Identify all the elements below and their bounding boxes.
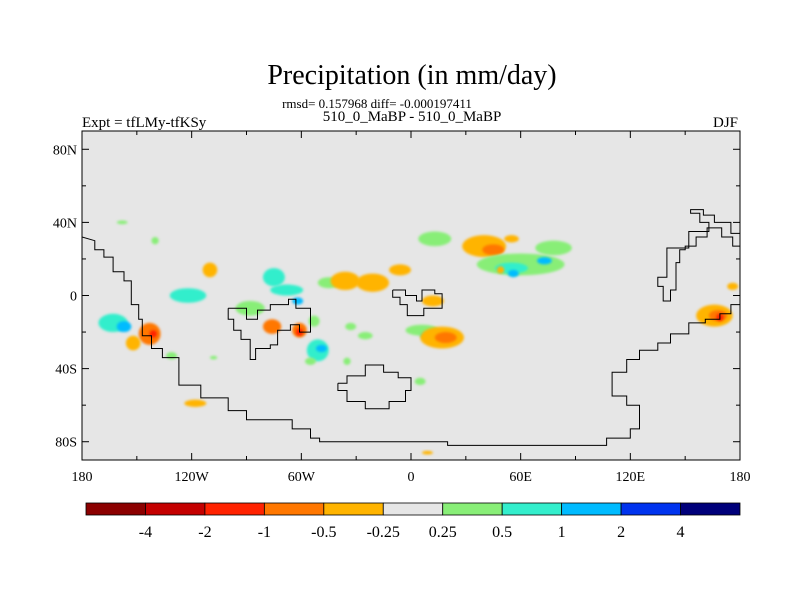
colorbar-label: -0.25: [367, 524, 400, 541]
y-tick-label: 0: [70, 290, 77, 305]
anomaly-patch: [504, 235, 519, 243]
y-axis: 80N 40N 0 40S 80S: [53, 143, 740, 451]
anomaly-patch: [343, 357, 351, 365]
x-tick-label: 120W: [175, 470, 210, 485]
anomaly-patch: [345, 322, 357, 331]
anomaly-patch: [389, 264, 411, 276]
chart-title: Precipitation (in mm/day): [267, 60, 556, 91]
colorbar-swatch: [204, 502, 265, 516]
colorbar-swatch: [323, 502, 384, 516]
stats-line: rmsd= 0.157968 diff= -0.000197411: [282, 96, 472, 111]
colorbar-label: 0.5: [492, 524, 512, 541]
anomaly-patch: [262, 319, 282, 334]
colorbar-swatch: [501, 502, 563, 516]
experiment-label: Expt = tfLMy-tfKSy: [82, 115, 207, 131]
anomaly-patch: [292, 297, 304, 305]
colorbar-label: -4: [139, 524, 152, 541]
coastline: [227, 298, 311, 360]
anomaly-patch: [116, 321, 132, 333]
colorbar-swatch: [145, 502, 206, 516]
x-tick-label: 0: [408, 470, 415, 485]
x-tick-label: 60W: [288, 470, 316, 485]
x-tick-label: 120E: [616, 470, 646, 485]
anomaly-patch: [421, 450, 433, 455]
anomaly-patch: [414, 377, 426, 386]
anomaly-patch: [421, 295, 444, 307]
colorbar-swatch: [561, 502, 622, 516]
anomaly-field: [98, 220, 739, 455]
anomaly-patch: [138, 322, 161, 345]
anomaly-patch: [166, 352, 178, 360]
anomaly-patch: [535, 240, 572, 256]
anomaly-patch: [356, 273, 390, 292]
colorbar-label: 0.25: [429, 524, 457, 541]
anomaly-patch: [330, 271, 360, 291]
colorbar-label: 1: [558, 524, 566, 541]
anomaly-patch: [209, 355, 218, 360]
coastline: [82, 236, 740, 446]
anomaly-patch: [434, 332, 457, 344]
y-tick-label: 80S: [55, 436, 77, 451]
coastlines: [82, 209, 740, 446]
anomaly-patch: [125, 335, 141, 351]
colorbar-label: 2: [617, 524, 625, 541]
anomaly-patch: [304, 357, 316, 365]
colorbar-swatch: [442, 502, 503, 516]
colorbar-swatch: [263, 502, 325, 516]
x-tick-label: 180: [72, 470, 93, 485]
x-tick-label: 60E: [509, 470, 532, 485]
anomaly-patch: [184, 399, 207, 407]
anomaly-patch: [169, 288, 207, 303]
y-tick-label: 40S: [55, 363, 77, 378]
anomaly-patch: [507, 269, 519, 278]
anomaly-patch: [308, 315, 320, 327]
x-axis: 180 120W 60W 0 60E 120E 180: [72, 131, 751, 485]
anomaly-patch: [270, 284, 304, 296]
colorbar-label: 4: [677, 524, 685, 541]
anomaly-patch: [151, 237, 159, 245]
anomaly-patch: [315, 344, 327, 353]
colorbar-swatch: [85, 502, 146, 516]
colorbar-legend: -4 -2 -1 -0.5 -0.25 0.25 0.5 1 2 4: [85, 502, 741, 541]
colorbar-swatch: [382, 502, 444, 516]
anomaly-patch: [149, 330, 157, 338]
colorbar-swatch: [680, 502, 741, 516]
colorbar-swatch: [620, 502, 681, 516]
anomaly-patch: [202, 262, 218, 278]
coastline: [657, 209, 740, 302]
anomaly-patch: [262, 268, 285, 287]
y-tick-label: 80N: [53, 143, 77, 158]
coastline: [392, 289, 443, 317]
anomaly-patch: [418, 231, 452, 247]
anomaly-patch: [116, 220, 128, 225]
y-tick-label: 40N: [53, 216, 77, 231]
coastline: [337, 364, 412, 410]
anomaly-patch: [496, 266, 505, 274]
chart-subtitle: 510_0_MaBP - 510_0_MaBP: [323, 109, 502, 125]
anomaly-patch: [537, 257, 552, 265]
season-label: DJF: [713, 115, 738, 131]
x-tick-label: 180: [730, 470, 751, 485]
anomaly-patch: [482, 244, 505, 256]
colorbar-label: -1: [258, 524, 271, 541]
anomaly-patch: [357, 332, 373, 340]
colorbar-label: -0.5: [311, 524, 336, 541]
anomaly-patch: [727, 282, 739, 291]
colorbar-label: -2: [198, 524, 211, 541]
